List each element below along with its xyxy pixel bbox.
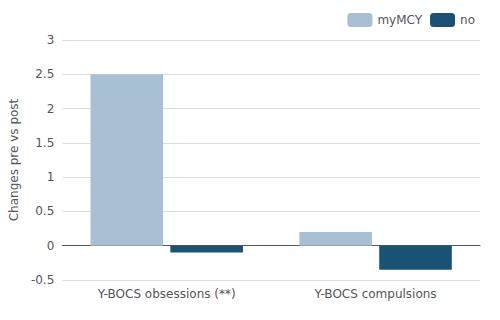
svg-text:1.5: 1.5 [35, 136, 54, 150]
svg-text:1: 1 [47, 170, 55, 184]
svg-text:2: 2 [47, 102, 55, 116]
svg-text:3: 3 [47, 33, 55, 47]
svg-text:2.5: 2.5 [35, 67, 54, 81]
svg-text:no: no [460, 13, 475, 27]
svg-text:Y-BOCS compulsions: Y-BOCS compulsions [314, 287, 437, 301]
svg-text:Changes pre vs post: Changes pre vs post [7, 98, 21, 221]
svg-text:Y-BOCS obsessions (**): Y-BOCS obsessions (**) [97, 287, 236, 301]
svg-text:0.5: 0.5 [35, 204, 54, 218]
svg-text:-0.5: -0.5 [31, 273, 54, 287]
svg-text:0: 0 [47, 239, 55, 253]
svg-text:myMCY: myMCY [377, 13, 422, 27]
